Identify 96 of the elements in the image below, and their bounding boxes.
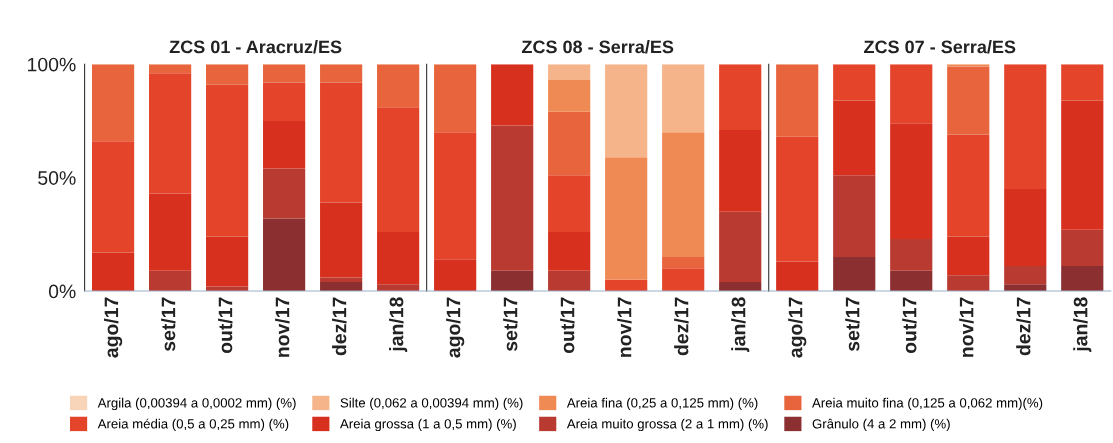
bar (92, 252, 135, 292)
bar (890, 64, 933, 124)
bar (776, 261, 819, 292)
bar (1061, 229, 1104, 267)
x-tick-label: jan/18 (389, 297, 408, 353)
bar (548, 80, 591, 112)
x-tick-label: dez/17 (332, 297, 347, 356)
bar (833, 64, 876, 101)
legend-label: Areia grossa (1 a 0,5 mm) (%) (340, 418, 516, 432)
bar (833, 257, 876, 292)
bar (320, 202, 363, 278)
bar (719, 64, 762, 131)
bar (605, 64, 648, 158)
bar (605, 157, 648, 280)
bar (548, 111, 591, 176)
bar (263, 218, 306, 292)
x-tick-label: ago/17 (446, 297, 465, 358)
x-tick-label: set/17 (161, 297, 176, 352)
bar (548, 270, 591, 292)
bar (263, 82, 306, 121)
bar (1004, 266, 1047, 285)
bar (320, 277, 363, 282)
bar (890, 123, 933, 239)
x-tick-label: nov/17 (275, 297, 290, 357)
bar (92, 64, 135, 142)
bar (548, 232, 591, 271)
bar (1004, 188, 1047, 267)
bar (947, 66, 990, 135)
x-tick-label: jan/18 (1073, 297, 1092, 353)
bar (377, 232, 420, 285)
bar (890, 238, 933, 271)
legend-label: Grânulo (4 a 2 mm) (%) (812, 418, 950, 432)
bar (776, 136, 819, 262)
bar (206, 84, 249, 237)
x-tick-label: nov/17 (617, 297, 632, 357)
bar (377, 64, 420, 108)
x-tick-label: set/17 (845, 297, 860, 352)
x-tick-label: dez/17 (674, 297, 689, 356)
bar (206, 236, 249, 287)
y-tick-label: 0% (48, 284, 76, 299)
bar (206, 64, 249, 85)
bar (320, 82, 363, 203)
bar (1004, 64, 1047, 189)
y-tick-label: 50% (38, 171, 76, 185)
bar (719, 211, 762, 282)
legend-label: Areia muito grossa (2 a 1 mm) (%) (566, 418, 768, 432)
bar (149, 73, 192, 194)
legend-label: Areia fina (0,25 a 0,125 mm) (%) (566, 397, 758, 411)
bar (149, 193, 192, 271)
bar (434, 259, 477, 292)
bar (263, 168, 306, 219)
x-tick-label: set/17 (503, 297, 518, 352)
bar (1061, 266, 1104, 292)
x-tick-label: ago/17 (103, 297, 123, 358)
chart-title: ZCS 07 - Serra/ES (864, 40, 1016, 54)
bar (320, 64, 363, 83)
bar (947, 134, 990, 237)
legend-label: Areia média (0,5 a 0,25 mm) (%) (97, 418, 289, 432)
bar (92, 141, 135, 253)
bar (149, 270, 192, 292)
bar (833, 175, 876, 258)
x-tick-label: nov/17 (959, 297, 974, 357)
bar (548, 64, 591, 81)
bar (833, 100, 876, 176)
bar (662, 64, 705, 133)
bar (662, 132, 705, 258)
bar (719, 130, 762, 212)
legend-label: Argila (0,00394 a 0,0002 mm) (%) (97, 397, 296, 411)
legend-label: Silte (0,062 a 0,00394 mm) (%) (340, 397, 523, 411)
bar (662, 268, 705, 292)
x-tick-label: dez/17 (1016, 297, 1031, 356)
bar (662, 257, 705, 269)
legend-label: Areia muito fina (0,125 a 0,062 mm)(%) (812, 397, 1043, 411)
bar (491, 64, 534, 126)
x-tick-label: out/17 (902, 297, 917, 354)
chart-title: ZCS 01 - Aracruz/ES (169, 40, 342, 54)
bar (263, 64, 306, 83)
y-tick-label: 100% (28, 57, 76, 72)
bar (491, 125, 534, 271)
bar (947, 236, 990, 276)
x-tick-label: out/17 (218, 297, 233, 354)
bar (491, 270, 534, 292)
bar (1061, 100, 1104, 230)
chart-title: ZCS 08 - Serra/ES (521, 40, 674, 54)
bar (434, 64, 477, 133)
bar (263, 120, 306, 169)
x-tick-label: out/17 (560, 297, 575, 354)
bar (548, 175, 591, 233)
bar (947, 275, 990, 292)
bar (776, 64, 819, 137)
x-tick-label: jan/18 (731, 297, 750, 353)
bar (377, 107, 420, 233)
bar (1061, 64, 1104, 101)
bar (434, 132, 477, 260)
bar (890, 270, 933, 292)
x-tick-label: ago/17 (788, 297, 807, 358)
